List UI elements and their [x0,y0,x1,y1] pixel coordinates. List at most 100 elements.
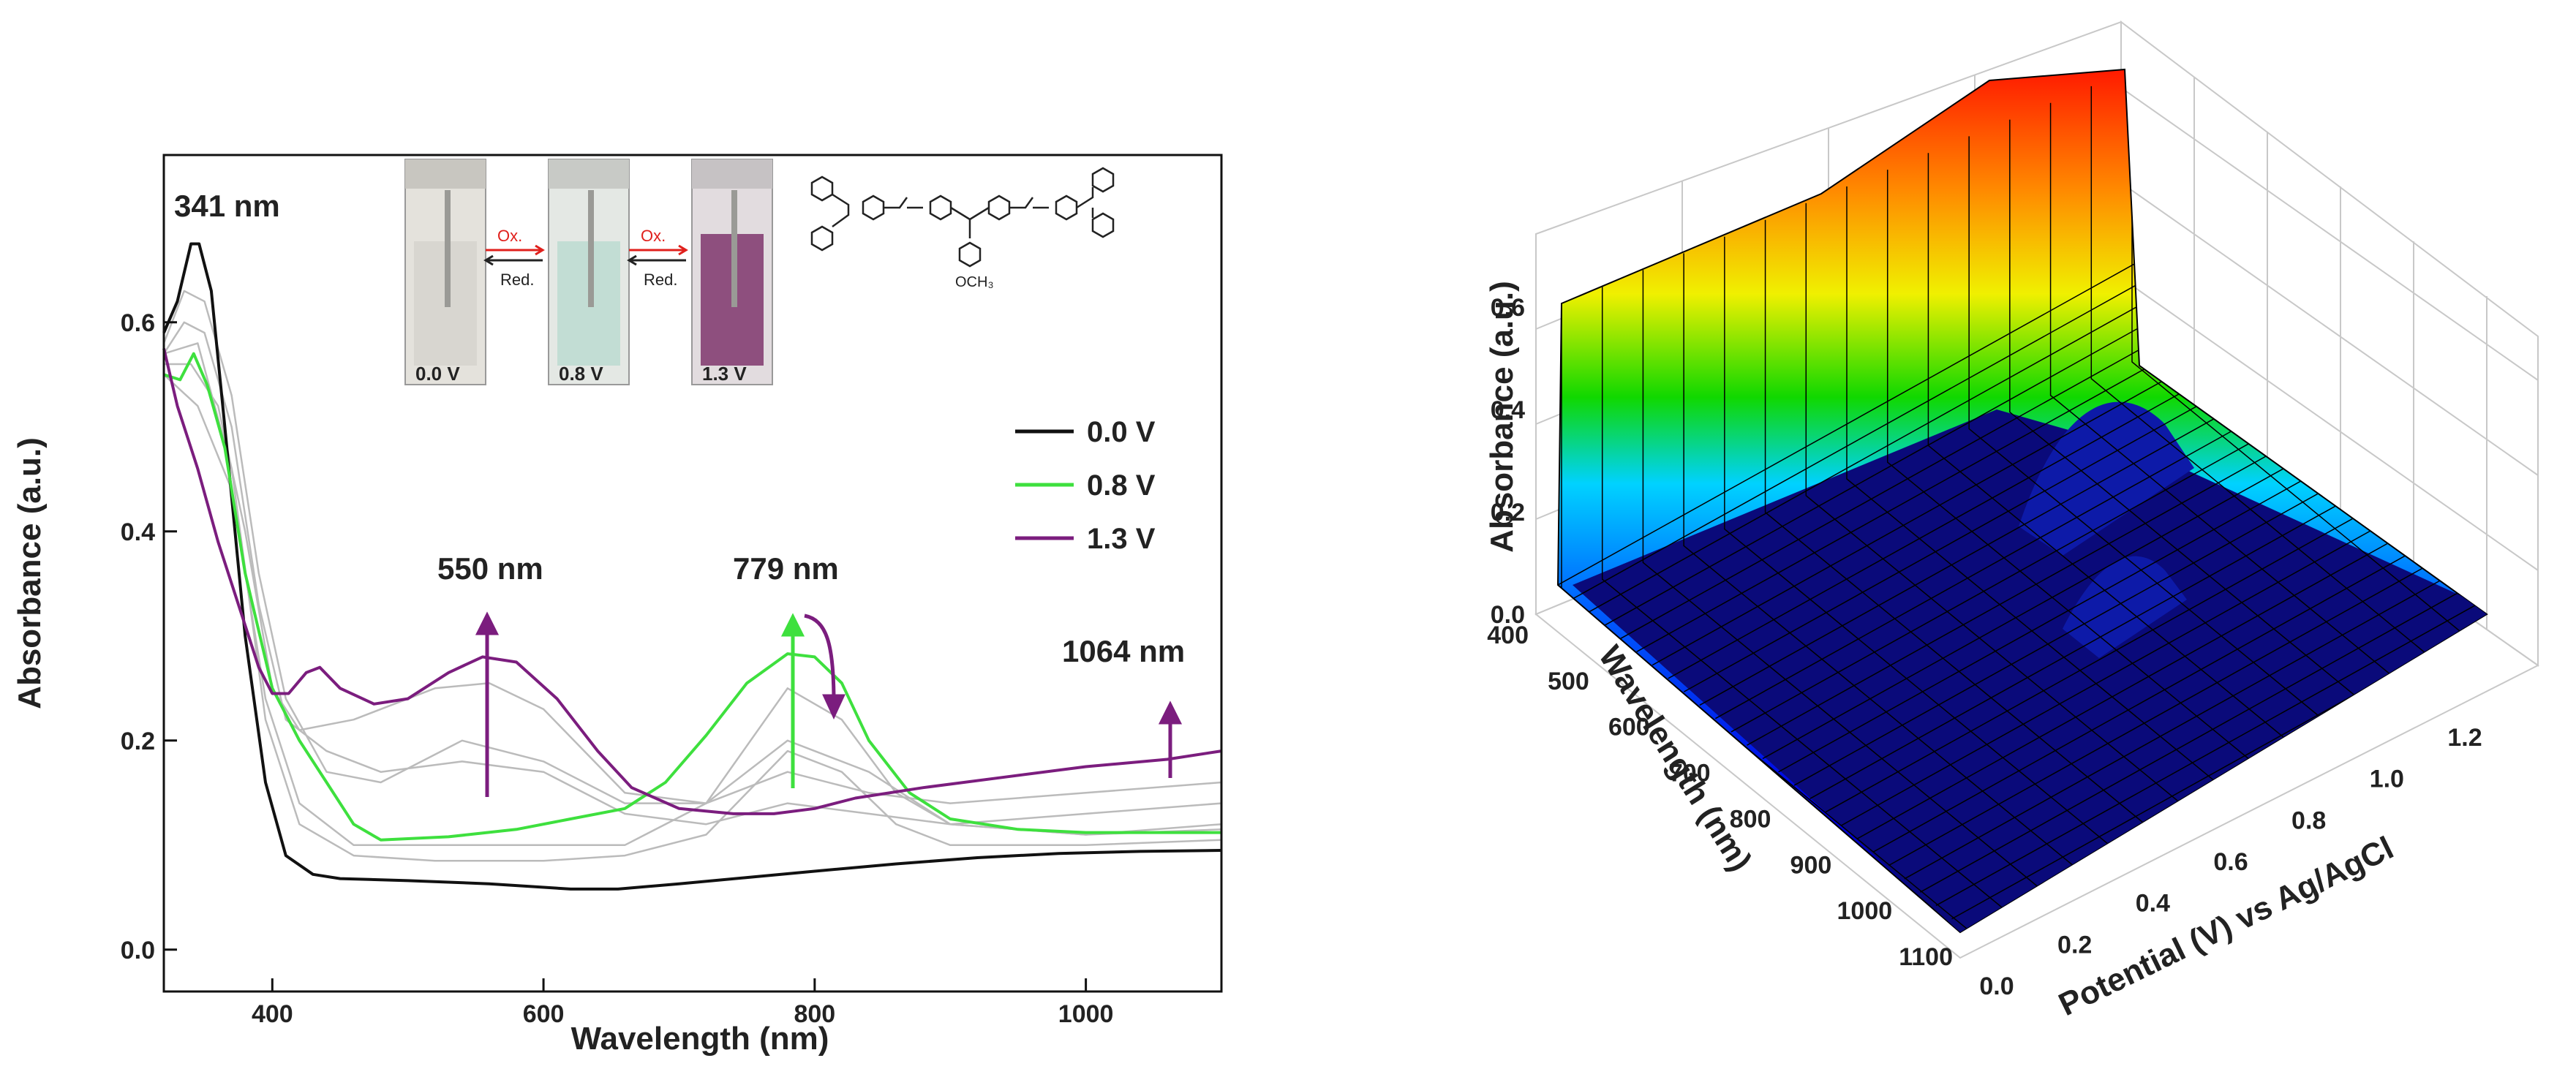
mesh-wavelength-line-5 [1636,329,2215,653]
potential-tick-label-1: 0.2 [2057,931,2092,959]
uv-vis-plot-area [162,242,1222,891]
wavelength-tick-label-3: 700 [1669,760,1711,787]
arrow-1064-up-head [1158,700,1183,725]
potential-tick-label-3: 0.6 [2213,848,2248,876]
cuvette-2-electrode [731,190,737,307]
mesh-wavelength-line-3 [1605,303,2183,626]
wavelength-tick-label-6: 1000 [1837,897,1893,925]
legend: 0.0 V 0.8 V 1.3 V [1015,416,1156,555]
z-tick-label-1: 0.2 [1491,499,1525,526]
arrow-779-down [804,613,836,703]
legend-label-2: 1.3 V [1087,523,1156,555]
surface-floor-region [1573,409,2487,932]
x-tick-label-1: 600 [523,1000,565,1028]
mesh-wavelength-line-14 [1778,450,2357,773]
cuvette-1-electrode [588,190,594,307]
phenyl-1 [862,194,885,221]
mesh-wavelength-line-18 [1841,503,2420,826]
wavelength-tick-label-0: 400 [1487,622,1529,649]
carbazole-right-ring-b [1091,212,1115,238]
series-line-7 [163,342,1222,862]
mesh-potential-line-13 [2090,86,2487,716]
polymer-structure: OCH₃ [810,167,1115,290]
peak-label-550: 550 nm [437,551,543,586]
potential-tick-label-5: 1.0 [2370,766,2404,793]
z-tick-label-2: 0.4 [1491,396,1525,424]
mesh-wavelength-line-17 [1825,489,2404,813]
cuvette-0-electrode [445,190,451,307]
arrow-779-down-head [822,694,846,719]
mesh-wavelength-line-16 [1809,476,2388,799]
arrow-779-up-head [780,613,805,637]
mesh-wavelength-line-21 [1888,543,2467,866]
legend-label-1: 0.8 V [1087,469,1156,502]
ox-label-2: Ox. [641,227,666,245]
carbazole-right-ring-a [1091,167,1115,193]
mesh-wavelength-line-19 [1856,516,2436,839]
peak-label-341: 341 nm [174,189,280,223]
ox-red-arrows-2: Ox. Red. [627,227,688,289]
uv-vis-axes: 400 600 800 1000 0.0 0.2 0.4 0.6 [121,309,1114,1028]
phenyl-methoxy [958,241,982,268]
legend-label-0: 0.0 V [1087,416,1156,448]
mesh-potential-line-2 [1642,270,2053,899]
surface-mesh [1556,68,2488,934]
z-tick-label-0: 0.0 [1491,601,1525,629]
ox-red-arrows-1: Ox. Red. [483,227,545,289]
amide-1 [884,197,923,209]
mesh-potential-line-8 [1886,170,2298,799]
peak-label-1064: 1064 nm [1062,634,1185,668]
mesh-potential-line-4 [1724,236,2135,866]
red-label-1: Red. [500,271,534,289]
cuvette-0-label: 0.0 V [415,363,460,385]
mesh-wavelength-line-7 [1668,356,2247,679]
mesh-wavelength-line-8 [1683,369,2262,692]
series-line-2 [162,348,1222,815]
y-tick-label-1: 0.2 [121,728,155,755]
mesh-potential-line-11 [2009,119,2420,749]
trend-arrows [475,611,1183,797]
mesh-wavelength-line-20 [1872,529,2452,853]
cuvette-2-label: 1.3 V [702,363,747,385]
series-line-4 [162,290,1222,836]
mesh-potential-line-5 [1764,219,2176,850]
wavelength-tick-label-1: 500 [1548,668,1589,695]
carbazole-left-ring-a [810,175,834,202]
y-tick-label-2: 0.4 [121,518,155,546]
red-label-2: Red. [644,271,677,289]
potential-tick-label-0: 0.0 [1979,972,2014,1000]
mesh-wavelength-line-22 [1904,556,2483,880]
plot-frame [162,154,1223,993]
y-tick-label-3: 0.6 [121,309,155,337]
mesh-potential-line-10 [1968,136,2379,766]
mesh-wavelength-line-6 [1652,342,2231,666]
x-tick-label-3: 1000 [1058,1000,1114,1028]
potential-tick-label-2: 0.4 [2136,890,2170,918]
amine-center [950,206,990,238]
phenyl-4 [1055,194,1078,221]
inset-cuvettes: 0.0 V Ox. Red. 0.8 V Ox. Red. [404,159,773,385]
methoxy-label: OCH₃ [955,274,994,290]
red-arrow-2 [627,254,686,266]
uv-vis-spectra-chart: 400 600 800 1000 0.0 0.2 0.4 0.6 Wavelength (nm… [12,154,1223,1057]
cuvette-0: 0.0 V [404,159,486,385]
amide-2 [1009,197,1049,209]
peak-label-779: 779 nm [733,551,839,586]
mesh-wavelength-line-2 [1589,289,2168,613]
series-line-1 [163,352,1221,842]
series-line-0 [162,242,1222,891]
wavelength-tick-label-2: 600 [1608,714,1650,741]
phenyl-2 [929,194,952,221]
potential-tick-label-6: 1.2 [2447,724,2482,752]
wavelength-tick-label-4: 800 [1730,805,1771,833]
mesh-potential-line-3 [1683,253,2094,883]
x-tick-label-0: 400 [252,1000,293,1028]
mesh-wavelength-line-15 [1793,463,2373,786]
phenyl-3 [987,194,1011,221]
carbazole-left-ring-b [810,225,834,252]
ox-arrow-2 [629,244,688,256]
mesh-wavelength-line-13 [1762,436,2341,760]
cuvette-2: 1.3 V [691,159,773,385]
x-tick-label-2: 800 [794,1000,835,1028]
